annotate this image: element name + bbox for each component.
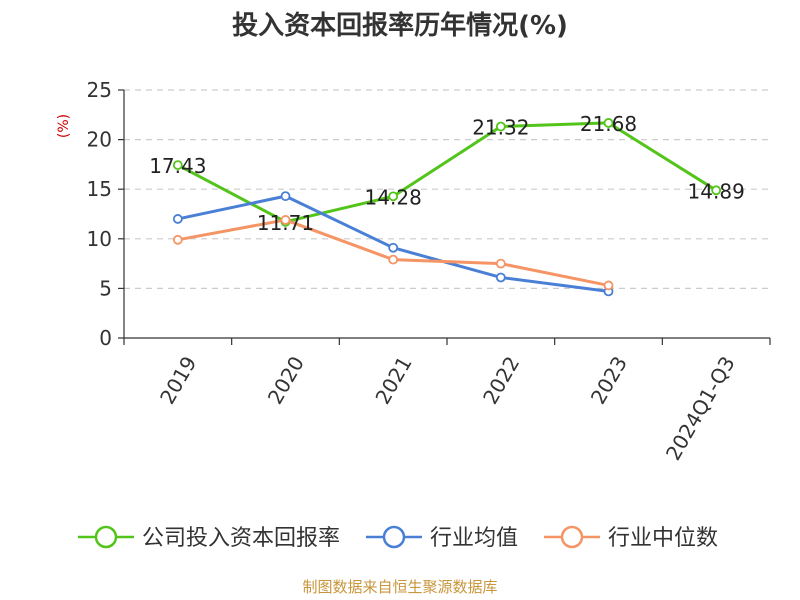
data-label: 21.68 <box>580 112 637 136</box>
legend-marker <box>94 525 118 549</box>
data-point <box>495 272 506 283</box>
data-point <box>603 280 614 291</box>
legend-marker <box>382 525 406 549</box>
y-tick-label: 20 <box>87 128 112 152</box>
data-point <box>711 185 722 196</box>
legend-label: 公司投入资本回报率 <box>142 526 340 551</box>
data-point <box>495 121 506 132</box>
legend-label: 行业均值 <box>430 526 518 551</box>
axes: 0 5 10 15 20 25 2019 2020 2021 2022 2023 2024Q1-Q3 <box>87 78 771 464</box>
data-label: 14.89 <box>688 179 745 203</box>
data-point <box>280 191 291 202</box>
legend: 公司投入资本回报率 行业均值 行业中位数 <box>78 525 718 551</box>
data-point <box>388 254 399 265</box>
x-tick-label: 2020 <box>263 352 309 408</box>
x-tick-label: 2021 <box>370 352 416 408</box>
x-tick-label: 2022 <box>478 352 524 408</box>
data-point <box>603 118 614 128</box>
y-tick-label: 15 <box>87 177 112 201</box>
series-line <box>176 218 610 287</box>
y-axis-label: (%) <box>56 114 72 138</box>
data-point <box>388 242 399 253</box>
series-line <box>176 121 718 224</box>
y-tick-label: 0 <box>99 326 112 350</box>
grid-lines <box>124 89 770 289</box>
series-layer <box>172 118 722 297</box>
x-tick-label: 2023 <box>586 352 632 408</box>
legend-marker <box>560 525 584 549</box>
data-label: 17.43 <box>149 154 206 178</box>
data-point <box>495 258 506 269</box>
y-tick-label: 25 <box>87 78 112 102</box>
x-tick-label: 2019 <box>155 352 201 408</box>
data-point <box>172 234 183 245</box>
data-labels: 17.43 11.71 14.28 21.32 21.68 14.89 <box>149 112 745 235</box>
data-point <box>172 160 183 170</box>
source-note: 制图数据来自恒生聚源数据库 <box>302 578 497 596</box>
data-label: 14.28 <box>365 185 422 209</box>
chart-title: 投入资本回报率历年情况(%) <box>232 10 568 41</box>
legend-label: 行业中位数 <box>608 526 718 551</box>
data-label: 11.71 <box>257 211 314 235</box>
data-point <box>388 191 399 202</box>
x-tick-label: 2024Q1-Q3 <box>661 352 740 464</box>
y-tick-label: 10 <box>87 227 112 251</box>
data-label: 21.32 <box>472 116 529 140</box>
data-point <box>172 214 183 224</box>
data-point <box>280 215 291 225</box>
y-tick-label: 5 <box>99 276 112 300</box>
